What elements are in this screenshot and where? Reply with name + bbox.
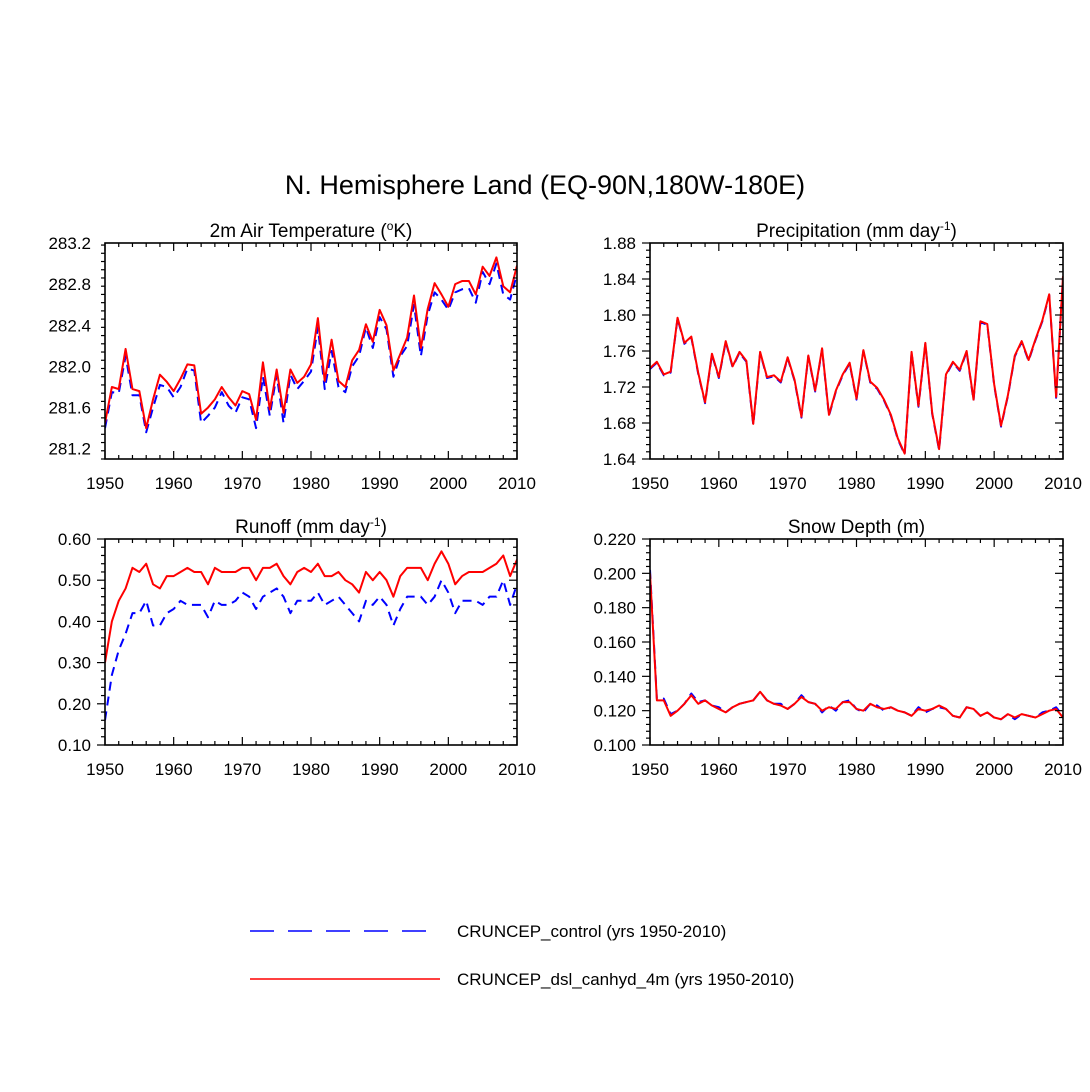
panel-title-main: 2m Air Temperature ( [210, 221, 388, 242]
y-tick-label: 0.20 [58, 695, 91, 714]
y-tick-label: 0.60 [58, 530, 91, 549]
x-tick-label: 1980 [292, 474, 330, 493]
x-tick-label: 1990 [361, 760, 399, 779]
y-tick-label: 0.10 [58, 736, 91, 755]
y-tick-label: 1.64 [603, 450, 636, 469]
legend-label-dsl: CRUNCEP_dsl_canhyd_4m (yrs 1950-2010) [457, 970, 794, 989]
series-dsl-line-precipitation [650, 276, 1063, 455]
y-tick-label: 0.160 [593, 633, 636, 652]
x-tick-label: 2010 [1044, 474, 1082, 493]
y-tick-label: 282.0 [48, 357, 91, 376]
y-tick-label: 0.30 [58, 654, 91, 673]
y-tick-label: 1.80 [603, 306, 636, 325]
y-tick-label: 0.40 [58, 612, 91, 631]
panel-title-runoff: Runoff (mm day-1) [235, 515, 387, 538]
series-dsl-line-snow-depth [650, 573, 1063, 721]
panel-title-superscript: o [387, 219, 394, 233]
y-tick-label: 0.140 [593, 667, 636, 686]
x-tick-label: 2000 [975, 760, 1013, 779]
panel-title-temperature: 2m Air Temperature (oK) [210, 219, 413, 242]
x-tick-label: 1970 [223, 474, 261, 493]
y-tick-label: 0.180 [593, 599, 636, 618]
panel-title-end: K) [393, 221, 412, 242]
x-tick-label: 2000 [975, 474, 1013, 493]
x-tick-label: 1980 [838, 760, 876, 779]
x-tick-label: 1960 [700, 474, 738, 493]
x-tick-label: 1980 [292, 760, 330, 779]
y-tick-label: 0.120 [593, 702, 636, 721]
y-tick-label: 0.100 [593, 736, 636, 755]
series-control-line-precipitation [650, 277, 1063, 456]
x-tick-label: 2010 [1044, 760, 1082, 779]
panel-title-superscript: -1 [370, 515, 381, 529]
panel-temperature: 2m Air Temperature (oK) 1950 1960 1970 1980 1… [48, 219, 535, 493]
panel-title-main: Runoff (mm day [235, 517, 370, 538]
plot-frame [104, 242, 518, 460]
panel-title-snow-depth: Snow Depth (m) [788, 517, 925, 538]
x-tick-label: 1950 [86, 760, 124, 779]
panel-title-end: ) [951, 221, 957, 242]
x-tick-label: 2000 [429, 474, 467, 493]
x-tick-label: 1980 [838, 474, 876, 493]
series-control-line-runoff [105, 579, 517, 721]
panel-runoff: Runoff (mm day-1) 1950 1960 1970 1980 1990 200… [58, 515, 536, 779]
panel-title-main: Snow Depth (m) [788, 517, 925, 538]
x-tick-label: 1970 [223, 760, 261, 779]
panel-title-main: Precipitation (mm day [756, 221, 940, 242]
x-tick-label: 1960 [155, 474, 193, 493]
series-group [105, 550, 517, 721]
y-tick-label: 0.50 [58, 571, 91, 590]
x-tick-label: 2010 [498, 760, 536, 779]
x-tick-label: 1960 [700, 760, 738, 779]
legend: CRUNCEP_control (yrs 1950-2010) CRUNCEP_… [250, 922, 794, 989]
figure-title: N. Hemisphere Land (EQ-90N,180W-180E) [285, 170, 805, 200]
panel-title-end: ) [381, 517, 387, 538]
y-tick-label: 1.68 [603, 414, 636, 433]
y-tick-label: 283.2 [48, 234, 91, 253]
x-tick-label: 1950 [631, 474, 669, 493]
series-dsl-line-runoff [105, 550, 517, 663]
x-tick-label: 1970 [769, 760, 807, 779]
panel-title-superscript: -1 [940, 219, 951, 233]
series-control-line-snow-depth [650, 569, 1063, 721]
x-tick-label: 2000 [429, 760, 467, 779]
y-tick-label: 281.2 [48, 440, 91, 459]
panel-title-precipitation: Precipitation (mm day-1) [756, 219, 957, 242]
y-tick-label: 1.76 [603, 342, 636, 361]
series-group [650, 569, 1063, 721]
y-tick-label: 282.4 [48, 316, 91, 335]
x-tick-label: 1960 [155, 760, 193, 779]
x-tick-label: 1990 [906, 760, 944, 779]
x-tick-label: 1950 [631, 760, 669, 779]
chart-panels: 2m Air Temperature (oK) 1950 1960 1970 1980 1… [48, 219, 1081, 779]
x-tick-label: 1990 [906, 474, 944, 493]
panel-precipitation: Precipitation (mm day-1) 1950 1960 1970 1980… [603, 219, 1082, 493]
legend-label-control: CRUNCEP_control (yrs 1950-2010) [457, 922, 726, 941]
plot-frame [104, 538, 518, 746]
series-group [650, 276, 1063, 456]
y-tick-label: 1.72 [603, 378, 636, 397]
x-tick-label: 1990 [361, 474, 399, 493]
plot-frame [649, 538, 1064, 746]
x-tick-label: 1950 [86, 474, 124, 493]
x-tick-label: 1970 [769, 474, 807, 493]
series-dsl-line-temperature [105, 256, 517, 430]
y-tick-label: 0.200 [593, 564, 636, 583]
y-tick-label: 1.88 [603, 234, 636, 253]
y-tick-label: 1.84 [603, 270, 636, 289]
y-tick-label: 282.8 [48, 275, 91, 294]
y-tick-label: 0.220 [593, 530, 636, 549]
series-group [105, 256, 517, 434]
y-tick-label: 281.6 [48, 399, 91, 418]
series-control-line-temperature [105, 262, 517, 434]
x-tick-label: 2010 [498, 474, 536, 493]
panel-snow-depth: Snow Depth (m) 1950 1960 1970 1980 1990 2000 20… [593, 517, 1081, 779]
